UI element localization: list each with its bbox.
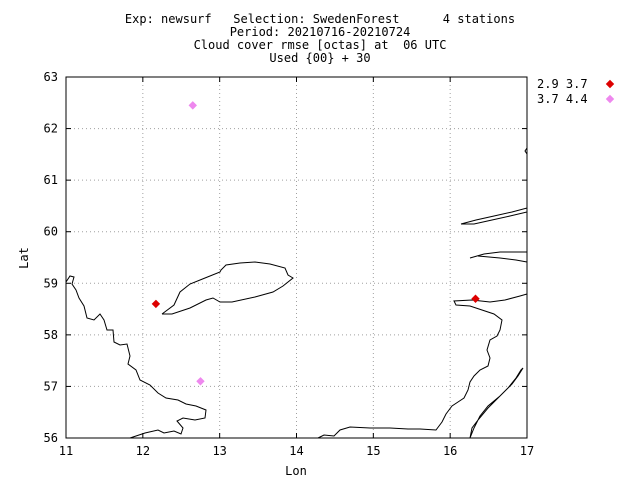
station-point-series-1 (152, 300, 159, 307)
station-point-series-2 (197, 378, 204, 385)
x-tick-label: 17 (520, 444, 534, 458)
y-tick-label: 61 (44, 173, 58, 187)
legend-label: 2.9 3.7 (537, 77, 588, 91)
station-point-series-1 (472, 295, 479, 302)
y-tick-label: 58 (44, 328, 58, 342)
y-tick-label: 63 (44, 70, 58, 84)
legend-marker (607, 96, 614, 103)
legend-marker (607, 81, 614, 88)
y-tick-label: 57 (44, 379, 58, 393)
y-tick-label: 60 (44, 225, 58, 239)
x-tick-label: 12 (136, 444, 150, 458)
station-point-series-2 (189, 102, 196, 109)
data-points (152, 102, 479, 385)
legend: 2.9 3.73.7 4.4 (537, 77, 614, 106)
grid-lines (66, 77, 527, 438)
x-axis-label: Lon (285, 464, 307, 478)
y-axis-label: Lat (17, 247, 31, 269)
y-tick-label: 56 (44, 431, 58, 445)
x-tick-label: 13 (212, 444, 226, 458)
y-tick-label: 59 (44, 276, 58, 290)
x-tick-label: 15 (366, 444, 380, 458)
x-tick-label: 14 (289, 444, 303, 458)
legend-label: 3.7 4.4 (537, 92, 588, 106)
y-tick-label: 62 (44, 122, 58, 136)
x-tick-label: 16 (443, 444, 457, 458)
x-tick-label: 11 (59, 444, 73, 458)
